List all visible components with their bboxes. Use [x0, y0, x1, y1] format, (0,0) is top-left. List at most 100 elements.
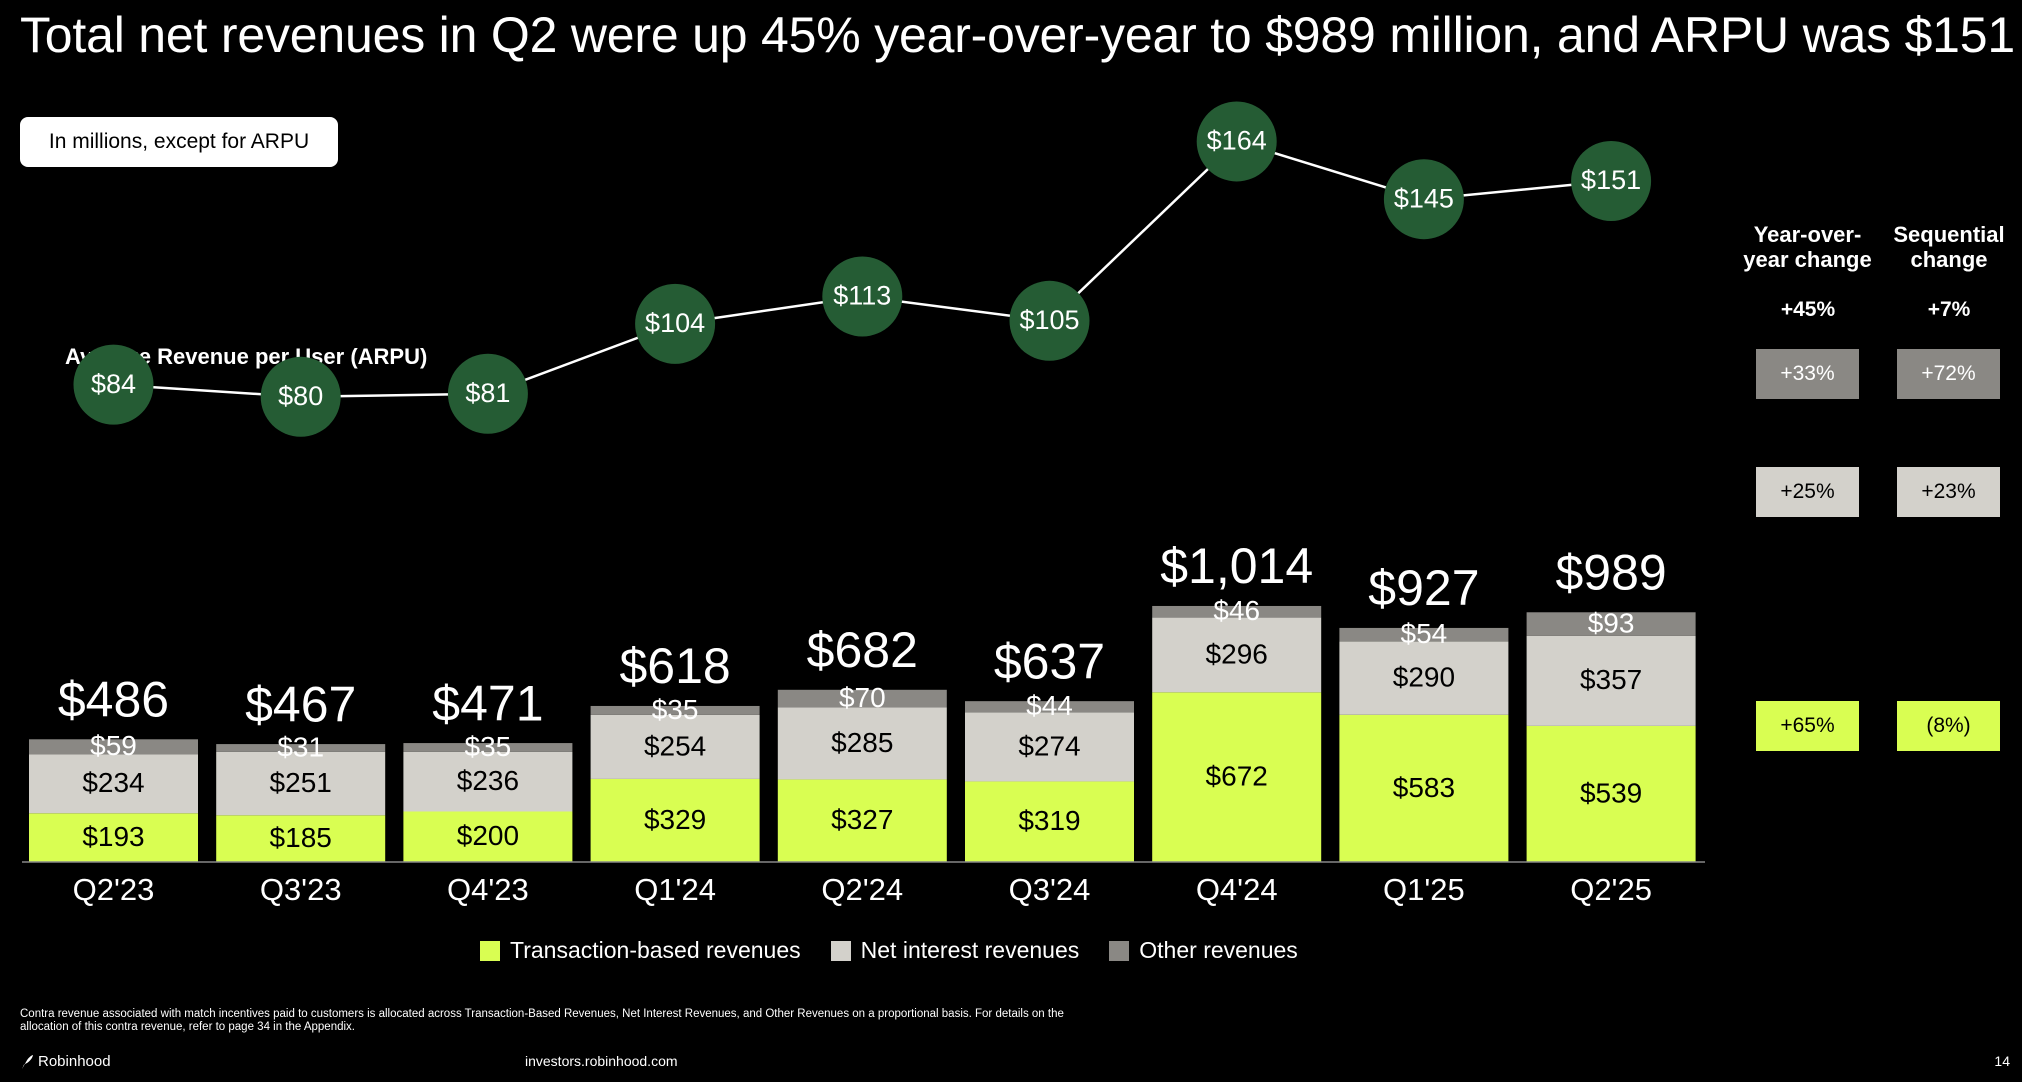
- bar-total-label: $1,014: [1160, 538, 1313, 594]
- x-tick-label: Q3'24: [1009, 872, 1091, 907]
- investor-url[interactable]: investors.robinhood.com: [525, 1053, 678, 1069]
- x-tick-label: Q4'24: [1196, 872, 1278, 907]
- bar-total-label: $927: [1368, 560, 1479, 616]
- bar-other: [29, 739, 198, 755]
- legend-swatch-net-interest: [830, 940, 851, 961]
- x-tick-label: Q1'24: [634, 872, 716, 907]
- bar-label-net_interest: $357: [1580, 664, 1642, 695]
- bar-total-label: $467: [245, 676, 356, 732]
- bar-label-other: $35: [652, 694, 699, 725]
- bar-label-net_interest: $285: [831, 727, 893, 758]
- arpu-point-label: $164: [1207, 126, 1267, 156]
- bar-transaction: [1339, 714, 1509, 862]
- bar-net_interest: [1152, 617, 1322, 693]
- brand-name: Robinhood: [38, 1053, 111, 1070]
- arpu-point-label: $105: [1019, 305, 1079, 335]
- robinhood-feather-icon: [22, 1054, 33, 1069]
- arpu-point: [260, 356, 341, 437]
- arpu-point: [822, 256, 903, 337]
- legend-label-transaction: Transaction-based revenues: [510, 937, 801, 963]
- bar-label-other: $35: [465, 731, 512, 762]
- bar-label-transaction: $329: [644, 804, 706, 835]
- transaction-yoy-change: +65%: [1756, 701, 1859, 751]
- page-number: 14: [1994, 1053, 2010, 1069]
- arpu-point: [447, 353, 528, 434]
- bar-label-transaction: $672: [1206, 761, 1268, 792]
- slide-title: Total net revenues in Q2 were up 45% yea…: [20, 7, 2016, 63]
- bar-net_interest: [29, 754, 198, 814]
- arpu-point-label: $84: [91, 369, 136, 399]
- bar-total-label: $989: [1555, 544, 1666, 600]
- footnote: Contra revenue associated with match inc…: [20, 1008, 1064, 1033]
- bar-label-transaction: $327: [831, 804, 893, 835]
- bar-transaction: [403, 811, 573, 862]
- bar-transaction: [29, 813, 198, 862]
- bar-other: [403, 743, 573, 752]
- bar-net_interest: [1339, 641, 1509, 715]
- bar-total-label: $486: [58, 671, 169, 727]
- legend-other: Other revenues: [1109, 937, 1298, 964]
- bar-other: [216, 744, 386, 752]
- legend-swatch-other: [1109, 940, 1130, 961]
- total-seq-change: +7%: [1927, 298, 1971, 321]
- legend-swatch-transaction: [480, 940, 500, 961]
- bar-net_interest: [216, 751, 386, 816]
- bar-transaction: [777, 779, 947, 862]
- x-tick-label: Q2'24: [821, 872, 903, 907]
- bar-net_interest: [777, 707, 947, 780]
- bar-other: [1152, 605, 1322, 618]
- bar-label-net_interest: $234: [82, 767, 144, 798]
- bar-label-net_interest: $254: [644, 730, 706, 761]
- arpu-point: [73, 344, 154, 425]
- legend-transaction: Transaction-based revenues: [480, 937, 801, 964]
- x-tick-label: Q4'23: [447, 872, 529, 907]
- arpu-point: [1196, 101, 1277, 182]
- bar-label-net_interest: $290: [1393, 662, 1455, 693]
- yoy-header: Year-over-year change: [1743, 222, 1872, 272]
- bar-transaction: [1526, 725, 1696, 862]
- bar-label-other: $59: [90, 730, 137, 761]
- bar-other: [1526, 612, 1696, 636]
- bar-net_interest: [1526, 635, 1696, 726]
- legend-net-interest: Net interest revenues: [830, 937, 1080, 964]
- bar-label-net_interest: $251: [270, 767, 332, 798]
- bar-transaction: [1152, 692, 1322, 862]
- bar-label-other: $31: [277, 731, 324, 762]
- x-tick-label: Q2'25: [1570, 872, 1652, 907]
- bar-label-net_interest: $274: [1018, 730, 1080, 761]
- bar-label-transaction: $193: [82, 821, 144, 852]
- bar-transaction: [965, 781, 1134, 862]
- arpu-point: [635, 283, 716, 364]
- bar-transaction: [590, 778, 760, 862]
- bar-transaction: [216, 815, 386, 862]
- bar-net_interest: [590, 714, 760, 779]
- bar-label-net_interest: $296: [1206, 638, 1268, 669]
- arpu-point-label: $80: [278, 381, 323, 411]
- bar-other: [1339, 627, 1509, 642]
- legend-label-other: Other revenues: [1139, 937, 1298, 963]
- bar-label-other: $93: [1588, 607, 1635, 638]
- bar-label-other: $46: [1213, 595, 1260, 626]
- x-tick-label: Q3'23: [260, 872, 342, 907]
- bar-net_interest: [403, 751, 573, 812]
- bar-total-label: $471: [432, 675, 543, 731]
- bar-label-transaction: $319: [1018, 805, 1080, 836]
- bar-other: [777, 689, 947, 708]
- arpu-point-label: $151: [1581, 165, 1641, 195]
- bar-label-transaction: $539: [1580, 777, 1642, 808]
- bar-net_interest: [965, 712, 1134, 782]
- arpu-point-label: $81: [465, 378, 510, 408]
- chart-legend: Transaction-based revenues Net interest …: [480, 937, 1298, 964]
- transaction-seq-change: (8%): [1897, 701, 2000, 751]
- net-interest-yoy-change: +25%: [1756, 467, 1859, 517]
- total-yoy-change: +45%: [1780, 298, 1836, 321]
- legend-label-net-interest: Net interest revenues: [860, 937, 1080, 963]
- brand: Robinhood: [20, 1053, 111, 1070]
- other-seq-change: +72%: [1897, 349, 2000, 399]
- bar-label-other: $70: [839, 682, 886, 713]
- bar-other: [965, 701, 1134, 713]
- arpu-point-label: $104: [645, 308, 705, 338]
- bar-label-transaction: $583: [1393, 772, 1455, 803]
- revenue-chart: $193 $234 $59$486 Q2'23 $185 $251 $31$467 Q3'23…: [22, 101, 1705, 907]
- bar-label-transaction: $185: [270, 822, 332, 853]
